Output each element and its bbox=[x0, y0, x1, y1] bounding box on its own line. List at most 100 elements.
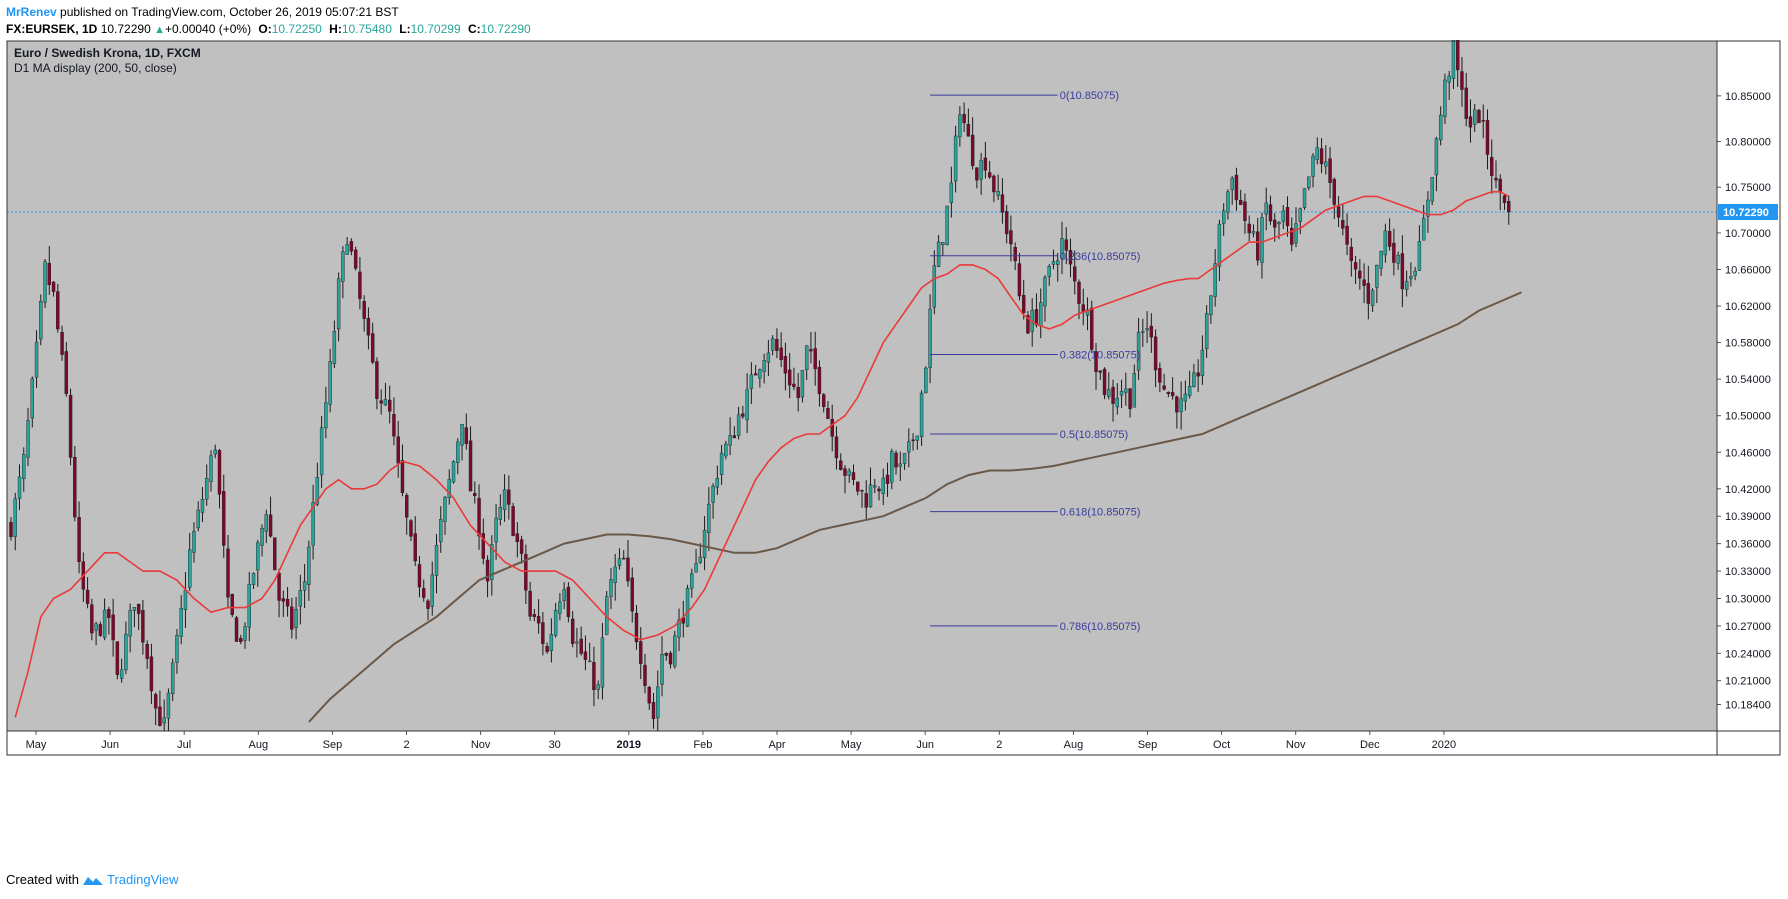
candle-body-116 bbox=[502, 489, 507, 510]
y-tick-label-11: 10.39000 bbox=[1725, 511, 1771, 523]
candle-body-72 bbox=[315, 477, 320, 505]
candle-body-55 bbox=[243, 626, 247, 641]
candle-body-120 bbox=[519, 539, 524, 554]
candle-body-307 bbox=[1315, 147, 1319, 160]
candle-body-92 bbox=[400, 459, 405, 493]
ma50-line bbox=[14, 191, 1510, 718]
price-chart[interactable]: 10.85000 10.80000 10.75000 10.70000 10.66000… bbox=[0, 40, 1788, 870]
candle-body-73 bbox=[319, 427, 324, 476]
candle-body-77 bbox=[336, 278, 341, 330]
author-link[interactable]: MrRenev bbox=[6, 5, 57, 19]
candle-body-143 bbox=[617, 558, 622, 566]
quote-bar: FX:EURSEK, 1D 10.72290 ▲+0.00040 (+0%) O… bbox=[6, 22, 531, 36]
candle-body-313 bbox=[1341, 220, 1345, 229]
candle-body-212 bbox=[911, 439, 915, 442]
candle-body-349 bbox=[1494, 177, 1498, 181]
y-tick-label-0: 10.85000 bbox=[1725, 91, 1771, 103]
candle-body-340 bbox=[1455, 40, 1460, 71]
candle-body-39 bbox=[175, 635, 179, 663]
candle-body-244 bbox=[1047, 266, 1051, 277]
candle-body-293 bbox=[1256, 231, 1260, 261]
candle-body-36 bbox=[162, 717, 166, 724]
candle-body-169 bbox=[728, 435, 732, 446]
high-value: 10.75480 bbox=[341, 22, 392, 36]
candle-body-161 bbox=[694, 563, 698, 573]
candle-body-183 bbox=[787, 369, 792, 386]
candle-body-250 bbox=[1073, 266, 1077, 282]
candle-body-203 bbox=[873, 485, 877, 488]
candle-body-299 bbox=[1281, 210, 1285, 222]
fib-label-1: 0.236(10.85075) bbox=[1060, 251, 1141, 263]
x-tick-label-12: Jun bbox=[916, 739, 934, 751]
candle-body-37 bbox=[166, 692, 171, 719]
candle-body-302 bbox=[1294, 223, 1298, 244]
candle-body-164 bbox=[707, 503, 711, 533]
candle-body-291 bbox=[1247, 223, 1251, 234]
candle-body-57 bbox=[251, 573, 256, 585]
candle-body-157 bbox=[677, 619, 681, 638]
candle-body-292 bbox=[1251, 231, 1256, 234]
ma200-line bbox=[308, 291, 1522, 723]
change-value: +0.00040 (+0%) bbox=[165, 22, 252, 36]
candle-body-30 bbox=[136, 603, 141, 614]
candle-body-300 bbox=[1285, 207, 1290, 227]
price-axis[interactable] bbox=[1717, 41, 1780, 731]
candle-body-153 bbox=[660, 653, 664, 685]
fibonacci-levels: 0(10.85075) 0.236(10.85075) 0.382(10.85075… bbox=[930, 90, 1140, 633]
last-price: 10.72290 bbox=[100, 22, 151, 36]
y-tick-label-1: 10.80000 bbox=[1725, 137, 1771, 149]
candle-body-226 bbox=[970, 134, 975, 166]
y-tick-label-13: 10.33000 bbox=[1725, 566, 1771, 578]
candle-body-154 bbox=[664, 653, 668, 656]
candle-body-109 bbox=[473, 492, 477, 497]
close-value: 10.72290 bbox=[480, 22, 531, 36]
candle-body-217 bbox=[932, 265, 937, 308]
candle-body-138 bbox=[596, 684, 600, 690]
candle-body-351 bbox=[1502, 195, 1507, 203]
candle-body-11 bbox=[56, 291, 60, 330]
candle-body-251 bbox=[1077, 281, 1081, 304]
candle-body-256 bbox=[1098, 370, 1102, 373]
x-tick-label-11: May bbox=[841, 739, 862, 751]
candle-body-273 bbox=[1170, 392, 1175, 397]
y-tick-label-12: 10.36000 bbox=[1725, 539, 1771, 551]
candle-body-96 bbox=[417, 564, 422, 588]
candle-body-148 bbox=[639, 641, 643, 664]
tradingview-link[interactable]: TradingView bbox=[82, 872, 179, 887]
last-price-badge-bg bbox=[1718, 203, 1778, 220]
candle-body-202 bbox=[868, 484, 873, 508]
candle-body-286 bbox=[1226, 191, 1230, 213]
candle-body-213 bbox=[915, 435, 920, 441]
x-tick-label-18: Dec bbox=[1360, 739, 1380, 751]
y-tick-label-17: 10.21000 bbox=[1725, 676, 1771, 688]
candle-body-321 bbox=[1375, 264, 1379, 288]
candle-body-342 bbox=[1464, 87, 1468, 119]
candles bbox=[9, 40, 1511, 731]
plot-area[interactable] bbox=[7, 41, 1717, 731]
close-label: C: bbox=[467, 22, 481, 36]
x-tick-label-9: Feb bbox=[693, 739, 712, 751]
last-price-badge-text: 10.72290 bbox=[1723, 207, 1769, 219]
candle-body-270 bbox=[1158, 368, 1162, 383]
candle-body-79 bbox=[345, 244, 349, 255]
time-axis[interactable] bbox=[7, 731, 1717, 755]
candle-body-267 bbox=[1145, 328, 1149, 331]
candle-body-86 bbox=[375, 361, 379, 399]
y-tick-label-6: 10.58000 bbox=[1725, 338, 1771, 350]
candle-body-104 bbox=[451, 461, 456, 483]
x-tick-label-13: 2 bbox=[996, 739, 1002, 751]
candle-body-220 bbox=[945, 205, 949, 245]
candle-body-254 bbox=[1090, 307, 1094, 350]
candle-body-274 bbox=[1175, 396, 1179, 413]
candle-body-124 bbox=[536, 616, 541, 624]
candle-body-122 bbox=[528, 590, 532, 617]
candle-body-15 bbox=[73, 457, 77, 518]
candle-body-350 bbox=[1498, 178, 1502, 193]
x-tick-label-10: Apr bbox=[768, 739, 785, 751]
candle-body-151 bbox=[651, 701, 656, 720]
candle-body-197 bbox=[847, 470, 851, 476]
candle-body-54 bbox=[239, 638, 243, 642]
y-tick-label-10: 10.42000 bbox=[1725, 484, 1771, 496]
candle-body-18 bbox=[85, 589, 90, 604]
candle-body-257 bbox=[1102, 368, 1107, 396]
